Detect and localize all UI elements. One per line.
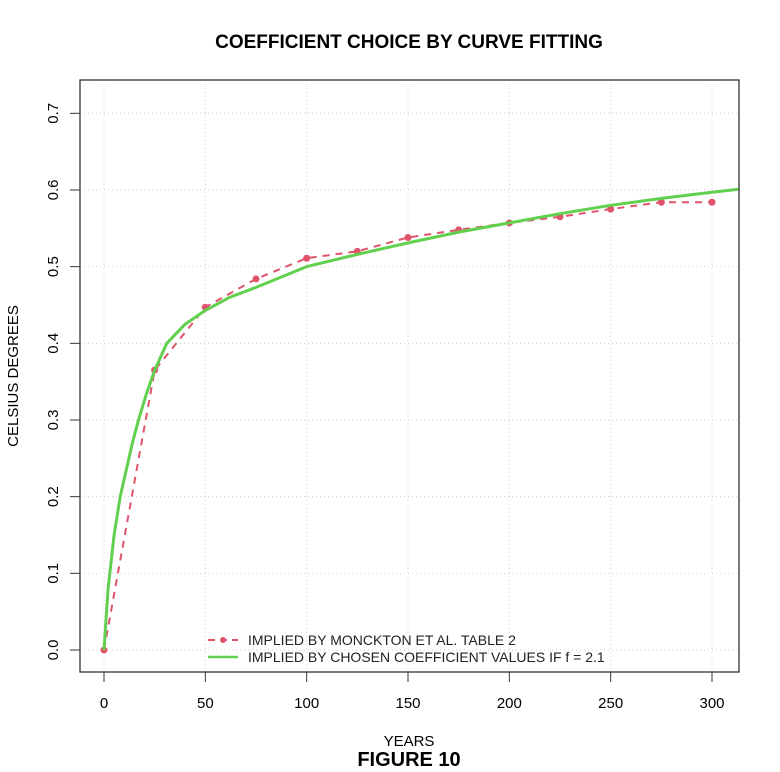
series-line-chosen-coefficients <box>102 187 739 651</box>
x-axis-label: YEARS <box>384 733 435 750</box>
legend-label-monckton: IMPLIED BY MONCKTON ET AL. TABLE 2 <box>248 632 516 648</box>
data-point <box>303 254 311 262</box>
plot-series <box>100 187 739 654</box>
y-axis: 0.0 0.1 0.2 0.3 0.4 0.5 0.6 0.7 <box>45 103 80 661</box>
x-tick-label: 250 <box>598 695 623 712</box>
data-point <box>708 198 716 206</box>
series-line-monckton <box>103 201 712 651</box>
x-tick-label: 200 <box>497 695 522 712</box>
data-point <box>404 234 412 242</box>
y-tick-label: 0.1 <box>45 563 62 584</box>
x-tick-label: 150 <box>395 695 420 712</box>
y-tick-label: 0.6 <box>45 180 62 201</box>
legend-item-monckton: IMPLIED BY MONCKTON ET AL. TABLE 2 <box>208 632 516 648</box>
legend-label-chosen-coefficients: IMPLIED BY CHOSEN COEFFICIENT VALUES IF … <box>248 649 605 665</box>
y-tick-label: 0.2 <box>45 486 62 507</box>
figure-caption: FIGURE 10 <box>357 749 460 771</box>
y-tick-label: 0.5 <box>45 256 62 277</box>
y-tick-label: 0.4 <box>45 333 62 354</box>
x-tick-label: 300 <box>699 695 724 712</box>
grid-lines <box>80 80 739 672</box>
x-axis: 0 50 100 150 200 250 300 <box>100 672 725 712</box>
plot-frame <box>79 79 740 673</box>
data-point <box>657 198 665 206</box>
legend: IMPLIED BY MONCKTON ET AL. TABLE 2 IMPLI… <box>208 632 605 665</box>
data-point <box>607 205 615 213</box>
y-tick-label: 0.0 <box>45 640 62 661</box>
x-tick-label: 100 <box>294 695 319 712</box>
y-tick-label: 0.7 <box>45 103 62 124</box>
legend-item-chosen-coefficients: IMPLIED BY CHOSEN COEFFICIENT VALUES IF … <box>208 649 605 665</box>
y-tick-label: 0.3 <box>45 410 62 431</box>
x-tick-label: 0 <box>100 695 108 712</box>
data-point <box>252 275 260 283</box>
y-axis-label: CELSIUS DEGREES <box>5 305 22 447</box>
legend-point-icon <box>220 637 226 643</box>
chart-title: COEFFICIENT CHOICE BY CURVE FITTING <box>215 32 603 53</box>
x-tick-label: 50 <box>197 695 214 712</box>
